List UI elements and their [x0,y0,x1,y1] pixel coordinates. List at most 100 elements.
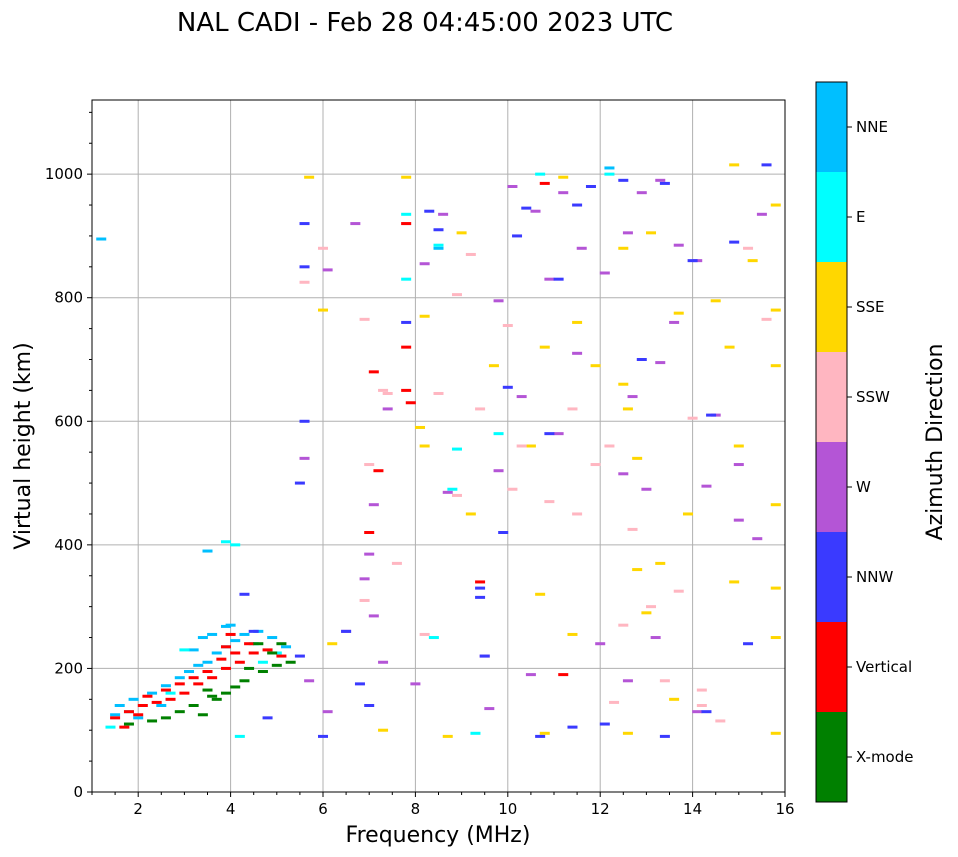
data-point [729,240,740,244]
series-ssw [299,222,772,723]
data-point [142,694,153,698]
data-point [484,707,495,711]
data-point [359,317,370,321]
data-point [299,280,310,284]
data-point [220,645,231,649]
data-point [105,725,116,729]
x-tick-label: 8 [411,800,421,818]
colorbar-tick-label: X-mode [856,748,913,766]
data-point [770,308,781,312]
colorbar-segment [816,532,847,622]
data-point [761,317,772,321]
data-point [368,370,379,374]
data-point [123,722,134,726]
data-point [770,503,781,507]
data-point [401,175,412,179]
data-point [419,314,430,318]
data-point [401,277,412,281]
data-point [248,651,259,655]
data-point [220,666,231,670]
data-point [706,413,717,417]
data-point [239,679,250,683]
data-point [770,636,781,640]
data-point [188,704,199,707]
data-point [609,700,620,704]
data-point [294,654,305,658]
data-point [433,228,444,232]
data-point [535,734,546,738]
data-point [165,697,176,701]
data-point [743,246,754,250]
data-point [701,710,712,714]
y-axis-label: Virtual height (km) [11,342,36,549]
x-tick-label: 6 [318,800,328,818]
data-point [271,663,282,667]
data-point [493,432,504,436]
data-point [655,361,666,365]
data-point [451,293,462,297]
data-point [299,222,310,226]
data-point [710,299,721,303]
data-point [567,632,578,636]
series-nnw [239,163,772,738]
data-point [137,704,148,707]
data-point [636,191,647,195]
y-tick-label: 1000 [45,165,83,183]
data-point [733,444,744,448]
colorbar-label: Azimuth Direction [923,343,948,540]
data-point [304,679,315,683]
data-point [410,682,421,686]
data-point [659,181,670,185]
data-point [364,463,375,467]
data-point [322,710,333,714]
colorbar-segment [816,442,847,532]
data-point [401,320,412,324]
colorbar-segment [816,82,847,172]
data-point [230,639,241,643]
data-point [197,636,208,640]
data-point [682,512,693,516]
data-point [96,237,107,241]
data-point [424,209,435,213]
data-point [267,651,278,655]
data-point [188,648,199,652]
data-point [382,391,393,395]
data-point [502,385,513,389]
data-point [618,178,629,182]
plot-area: 2 4 6 8 10 12 14 16 0 200 400 600 800 1000 [45,99,795,818]
data-point [401,345,412,349]
data-point [354,682,365,686]
data-point [544,432,555,436]
data-point [475,580,486,584]
data-point [572,320,583,324]
data-point [743,642,754,646]
colorbar: X-mode Vertical NNW W SSW SSE E NNE [815,81,913,803]
data-point [756,212,767,216]
data-point [225,632,236,636]
data-point [151,700,162,704]
data-point [673,243,684,247]
data-point [646,605,657,609]
data-point [567,725,578,729]
data-point [248,629,259,633]
data-point [156,704,167,707]
colorbar-segment [816,172,847,262]
data-point [585,185,596,188]
data-point [285,660,296,664]
data-point [442,490,453,494]
data-point [257,660,268,664]
data-point [220,691,231,695]
data-point [267,636,278,640]
data-point [225,623,236,627]
data-point [521,206,532,210]
data-point [659,734,670,738]
data-point [622,679,633,683]
data-point [174,676,185,680]
data-point [604,444,615,448]
data-point [428,636,439,640]
data-point [350,222,361,226]
data-point [673,311,684,315]
data-point [401,222,412,226]
data-point [470,731,481,735]
colorbar-tick-label: NNW [856,568,893,586]
